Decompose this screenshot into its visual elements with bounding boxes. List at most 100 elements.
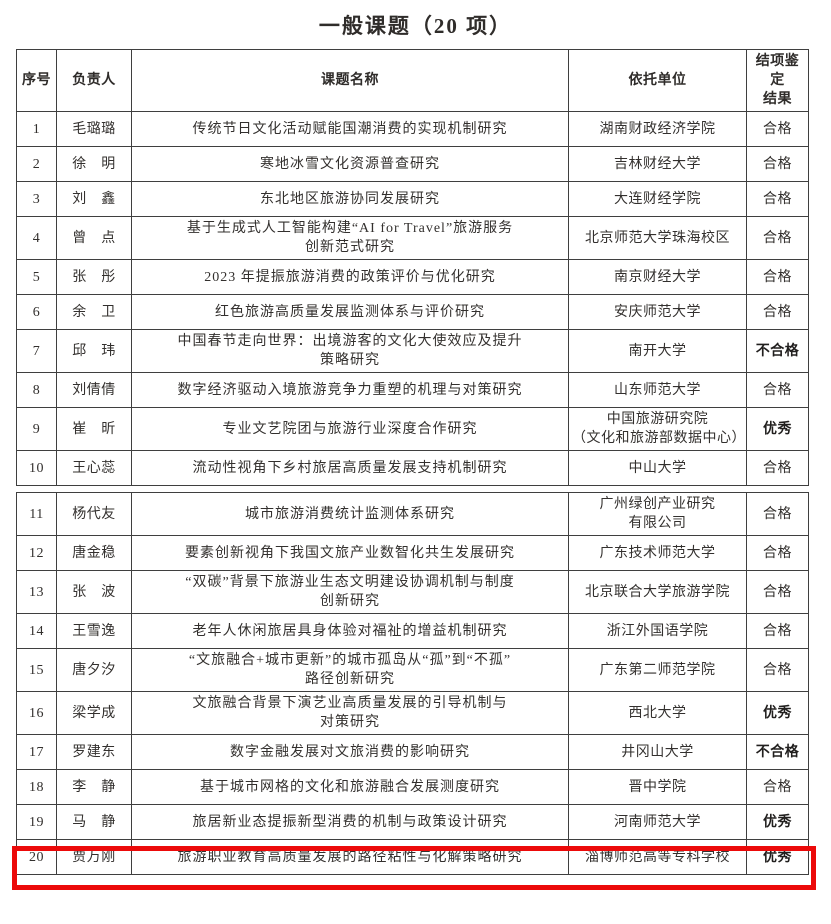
row-number-cell: 6 bbox=[16, 294, 57, 330]
table-row: 20 贾万刚 旅游职业教育高质量发展的路径粘性与化解策略研究 淄博师范高等专科学校 优秀 bbox=[16, 839, 809, 875]
result-cell: 不合格 bbox=[746, 734, 809, 770]
result-cell: 合格 bbox=[746, 372, 809, 408]
leader-cell: 崔 昕 bbox=[56, 407, 132, 451]
topic-cell: 基于城市网格的文化和旅游融合发展测度研究 bbox=[131, 769, 569, 805]
institution-cell: 中国旅游研究院 （文化和旅游部数据中心） bbox=[568, 407, 747, 451]
result-cell: 合格 bbox=[746, 535, 809, 571]
leader-cell: 毛璐璐 bbox=[56, 111, 132, 147]
result-cell: 优秀 bbox=[746, 804, 809, 840]
general-projects-table-lower: 11 杨代友 城市旅游消费统计监测体系研究 广州绿创产业研究 有限公司 合格 12 唐金稳要… bbox=[16, 492, 809, 875]
table-row: 8 刘倩倩 数字经济驱动入境旅游竞争力重塑的机理与对策研究 山东师范大学 合格 bbox=[16, 372, 809, 408]
header-institution: 依托单位 bbox=[568, 49, 747, 112]
institution-cell: 中山大学 bbox=[568, 450, 747, 486]
topic-cell: 寒地冰雪文化资源普查研究 bbox=[131, 146, 569, 182]
institution-cell: 山东师范大学 bbox=[568, 372, 747, 408]
row-number-cell: 3 bbox=[16, 181, 57, 217]
result-cell: 合格 bbox=[746, 769, 809, 805]
leader-cell: 王心蕊 bbox=[56, 450, 132, 486]
institution-cell: 北京联合大学旅游学院 bbox=[568, 570, 747, 614]
row-number-cell: 4 bbox=[16, 216, 57, 260]
result-cell: 合格 bbox=[746, 450, 809, 486]
result-cell: 不合格 bbox=[746, 329, 809, 373]
row-number-cell: 11 bbox=[16, 492, 57, 536]
topic-cell: 流动性视角下乡村旅居高质量发展支持机制研究 bbox=[131, 450, 569, 486]
result-cell: 合格 bbox=[746, 570, 809, 614]
result-cell: 合格 bbox=[746, 146, 809, 182]
institution-cell: 南开大学 bbox=[568, 329, 747, 373]
leader-cell: 张 波 bbox=[56, 570, 132, 614]
result-cell: 优秀 bbox=[746, 691, 809, 735]
topic-cell: 旅居新业态提振新型消费的机制与政策设计研究 bbox=[131, 804, 569, 840]
leader-cell: 余 卫 bbox=[56, 294, 132, 330]
table-row: 17 罗建东 数字金融发展对文旅消费的影响研究 井冈山大学 不合格 bbox=[16, 734, 809, 770]
leader-cell: 邱 玮 bbox=[56, 329, 132, 373]
institution-cell: 湖南财政经济学院 bbox=[568, 111, 747, 147]
row-number-cell: 15 bbox=[16, 648, 57, 692]
table-row: 12 唐金稳 要素创新视角下我国文旅产业数智化共生发展研究 广东技术师范大学 合格 bbox=[16, 535, 809, 571]
institution-cell: 浙江外国语学院 bbox=[568, 613, 747, 649]
leader-cell: 刘倩倩 bbox=[56, 372, 132, 408]
institution-cell: 晋中学院 bbox=[568, 769, 747, 805]
topic-cell: 东北地区旅游协同发展研究 bbox=[131, 181, 569, 217]
page-title: 一般课题（20 项） bbox=[318, 14, 513, 38]
result-cell: 合格 bbox=[746, 181, 809, 217]
result-cell: 优秀 bbox=[746, 407, 809, 451]
row-number-cell: 9 bbox=[16, 407, 57, 451]
topic-cell: 要素创新视角下我国文旅产业数智化共生发展研究 bbox=[131, 535, 569, 571]
leader-cell: 徐 明 bbox=[56, 146, 132, 182]
topic-cell: 数字金融发展对文旅消费的影响研究 bbox=[131, 734, 569, 770]
institution-cell: 吉林财经大学 bbox=[568, 146, 747, 182]
leader-cell: 李 静 bbox=[56, 769, 132, 805]
result-cell: 合格 bbox=[746, 648, 809, 692]
institution-cell: 井冈山大学 bbox=[568, 734, 747, 770]
result-cell: 合格 bbox=[746, 613, 809, 649]
table-header-row: 序号 负责人 课题名称 依托单位 结项鉴定 结果 bbox=[16, 49, 809, 112]
row-number-cell: 13 bbox=[16, 570, 57, 614]
row-number-cell: 18 bbox=[16, 769, 57, 805]
topic-cell: 文旅融合背景下演艺业高质量发展的引导机制与 对策研究 bbox=[131, 691, 569, 735]
institution-cell: 安庆师范大学 bbox=[568, 294, 747, 330]
topic-cell: 专业文艺院团与旅游行业深度合作研究 bbox=[131, 407, 569, 451]
institution-cell: 广东第二师范学院 bbox=[568, 648, 747, 692]
header-leader: 负责人 bbox=[56, 49, 132, 112]
row-number-cell: 12 bbox=[16, 535, 57, 571]
result-cell: 合格 bbox=[746, 294, 809, 330]
header-no: 序号 bbox=[16, 49, 57, 112]
institution-cell: 淄博师范高等专科学校 bbox=[568, 839, 747, 875]
result-cell: 合格 bbox=[746, 492, 809, 536]
table-row: 10 王心蕊 流动性视角下乡村旅居高质量发展支持机制研究 中山大学 合格 bbox=[16, 450, 809, 486]
row-number-cell: 17 bbox=[16, 734, 57, 770]
result-cell: 合格 bbox=[746, 111, 809, 147]
topic-cell: 旅游职业教育高质量发展的路径粘性与化解策略研究 bbox=[131, 839, 569, 875]
result-cell: 合格 bbox=[746, 259, 809, 295]
result-cell: 合格 bbox=[746, 216, 809, 260]
topic-cell: 老年人休闲旅居具身体验对福祉的增益机制研究 bbox=[131, 613, 569, 649]
topic-cell: 2023 年提振旅游消费的政策评价与优化研究 bbox=[131, 259, 569, 295]
leader-cell: 梁学成 bbox=[56, 691, 132, 735]
table-row: 1 毛璐璐 传统节日文化活动赋能国潮消费的实现机制研究 湖南财政经济学院 合格 bbox=[16, 111, 809, 147]
institution-cell: 广州绿创产业研究 有限公司 bbox=[568, 492, 747, 536]
topic-cell: 红色旅游高质量发展监测体系与评价研究 bbox=[131, 294, 569, 330]
row-number-cell: 5 bbox=[16, 259, 57, 295]
table-row: 18 李 静基于城市网格的文化和旅游融合发展测度研究 晋中学院 合格 bbox=[16, 769, 809, 805]
topic-cell: 数字经济驱动入境旅游竞争力重塑的机理与对策研究 bbox=[131, 372, 569, 408]
table-row: 16 梁学成 文旅融合背景下演艺业高质量发展的引导机制与 对策研究 西北大学 优秀 bbox=[16, 691, 809, 735]
topic-cell: “文旅融合+城市更新”的城市孤岛从“孤”到“不孤” 路径创新研究 bbox=[131, 648, 569, 692]
topic-cell: 中国春节走向世界：出境游客的文化大使效应及提升 策略研究 bbox=[131, 329, 569, 373]
table-row: 13 张 波 “双碳”背景下旅游业生态文明建设协调机制与制度 创新研究 北京联合大学旅… bbox=[16, 570, 809, 614]
leader-cell: 马 静 bbox=[56, 804, 132, 840]
row-number-cell: 1 bbox=[16, 111, 57, 147]
row-number-cell: 14 bbox=[16, 613, 57, 649]
document-page: { "page": { "title": "一般课题（20 项）" }, "co… bbox=[0, 10, 831, 924]
header-topic: 课题名称 bbox=[131, 49, 569, 112]
institution-cell: 河南师范大学 bbox=[568, 804, 747, 840]
table-row: 19 马 静旅居新业态提振新型消费的机制与政策设计研究 河南师范大学 优秀 bbox=[16, 804, 809, 840]
leader-cell: 张 彤 bbox=[56, 259, 132, 295]
row-number-cell: 8 bbox=[16, 372, 57, 408]
row-number-cell: 2 bbox=[16, 146, 57, 182]
